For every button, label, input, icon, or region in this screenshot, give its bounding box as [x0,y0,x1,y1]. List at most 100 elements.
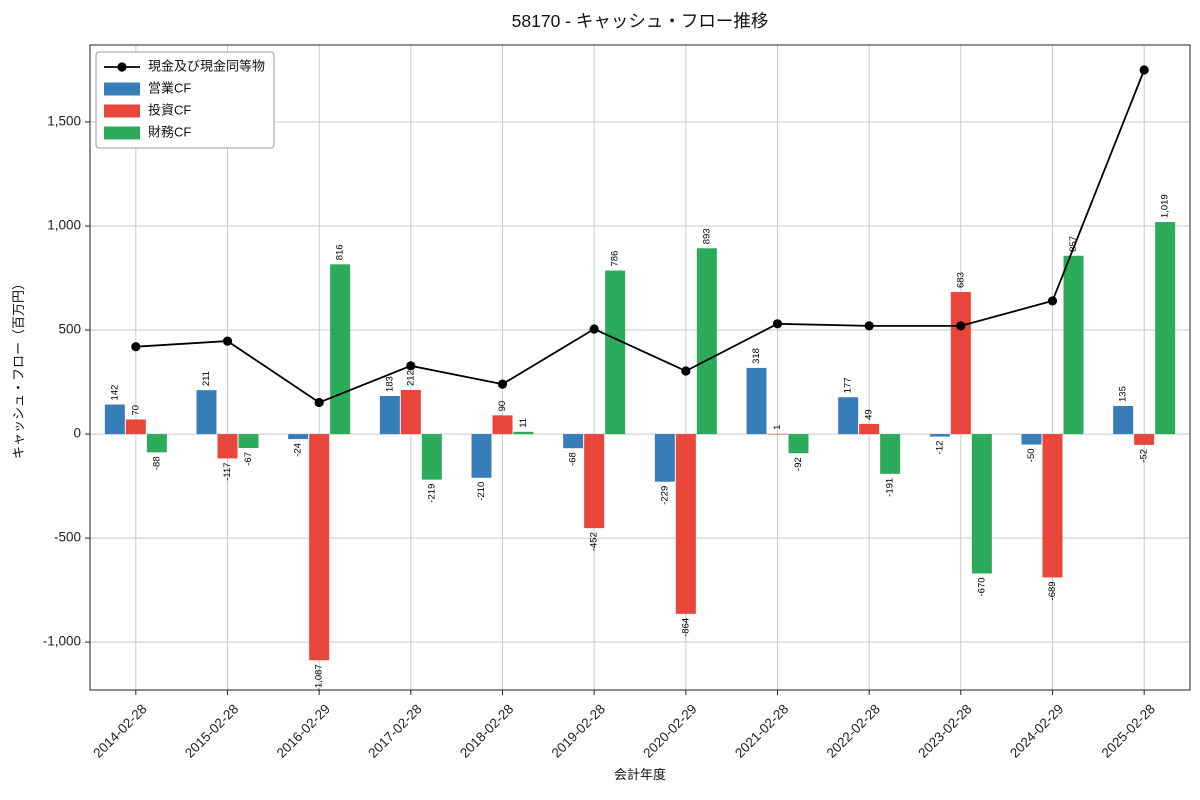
bar-investing-cf [767,433,788,435]
legend-line-marker [117,62,127,72]
bar-value-label: 183 [384,376,395,392]
x-tick-label: 2016-02-29 [274,701,333,760]
bar-operating-cf [563,434,584,449]
x-tick-label: 2023-02-28 [915,701,974,760]
cash-line-marker [1139,65,1149,75]
x-axis-label: 会計年度 [614,767,666,782]
bar-value-label: 49 [864,409,875,420]
bar-value-label: 857 [1068,236,1079,252]
bar-operating-cf [746,367,767,435]
bar-value-label: -52 [1139,449,1150,463]
bar-value-label: 683 [955,272,966,288]
legend-label-investing-cf: 投資CF [148,102,191,117]
bar-operating-cf [654,434,675,482]
bar-value-label: 1 [772,425,783,430]
bar-financing-cf [880,434,901,474]
cash-line-marker [956,321,966,331]
y-tick-label: 0 [73,426,81,441]
bar-value-label: -1,087 [314,664,325,691]
bar-value-label: -24 [293,443,304,457]
legend-label-cash-and-equivalents: 現金及び現金同等物 [148,58,265,73]
bar-value-label: -670 [976,577,987,596]
bar-investing-cf [492,415,513,435]
bar-investing-cf [217,434,238,459]
bar-value-label: 318 [751,348,762,364]
bar-financing-cf [146,434,167,453]
bar-value-label: 11 [518,418,529,428]
legend-label-financing-cf: 財務CF [148,124,191,139]
bar-value-label: -219 [426,484,437,503]
x-tick-label: 2024-02-29 [1007,701,1066,760]
bar-value-label: 893 [701,228,712,244]
x-tick-label: 2020-02-29 [640,701,699,760]
bar-value-label: -864 [680,618,691,637]
bar-operating-cf [288,434,309,440]
bar-value-label: -117 [222,462,233,480]
bar-value-label: -689 [1047,581,1058,600]
x-tick-label: 2021-02-28 [732,701,791,760]
cash-line-marker [772,319,783,329]
chart-title: 58170 - キャッシュ・フロー推移 [512,11,769,31]
bar-investing-cf [950,291,971,435]
bar-financing-cf [971,434,992,574]
bar-financing-cf [696,248,717,435]
cash-line [135,69,1146,404]
bar-value-label: -191 [885,478,896,497]
bar-operating-cf [471,434,492,478]
bar-value-label: -67 [243,452,254,466]
bar-operating-cf [1113,405,1134,435]
bar-investing-cf [1134,434,1155,445]
y-tick-label: 1,000 [47,218,81,233]
cash-line-marker [497,379,508,389]
bar-investing-cf [125,419,146,435]
bar-value-label: 90 [497,401,508,412]
bar-value-label: 786 [610,251,621,267]
bar-operating-cf [196,390,217,435]
bar-value-label: 211 [201,371,212,386]
x-tick-label: 2015-02-28 [182,701,241,760]
bar-financing-cf [1155,222,1176,435]
cash-line-marker [406,361,416,371]
bar-value-label: 1,019 [1160,194,1171,218]
bar-financing-cf [1063,255,1084,435]
x-tick-label: 2025-02-28 [1099,701,1158,760]
y-tick-label: -1,000 [43,634,81,649]
bar-operating-cf [838,397,859,435]
x-tick-label: 2014-02-28 [90,701,149,760]
cash-line-marker [681,366,691,376]
bar-operating-cf [379,396,400,435]
bar-value-label: 816 [335,244,346,260]
x-tick-label: 2017-02-28 [365,701,424,760]
bar-investing-cf [400,389,421,435]
bar-financing-cf [330,264,351,435]
bars: 142 211 -24 183 -210 -68 -229 318 177 -12 -50 135 70… [104,194,1176,691]
x-tick-label: 2018-02-28 [457,701,516,760]
cash-line-series [131,65,1149,408]
x-tick-label: 2019-02-28 [549,701,608,760]
cash-line-marker [1047,296,1058,306]
cash-line-marker [131,342,141,352]
bar-value-label: 70 [130,405,141,416]
bar-operating-cf [104,404,125,435]
bar-value-label: -88 [151,456,162,470]
bar-value-label: -452 [589,532,600,551]
y-tick-label: -500 [54,530,81,545]
y-tick-label: 500 [58,322,81,337]
bar-financing-cf [513,431,534,435]
legend-swatch-investing-cf [104,104,140,118]
bar-investing-cf [309,434,330,661]
legend-swatch-operating-cf [104,82,140,96]
bar-investing-cf [584,434,605,529]
bar-operating-cf [929,434,950,437]
cash-line-marker [222,336,233,346]
cash-line-marker [589,324,599,334]
plot-border [89,44,1191,691]
bar-value-label: -50 [1026,448,1037,462]
bar-value-label: -68 [568,452,579,466]
bar-value-label: 177 [843,377,854,393]
bar-financing-cf [238,434,259,449]
bar-value-label: -12 [934,441,945,455]
cash-line-marker [314,397,324,408]
bar-financing-cf [421,434,442,480]
